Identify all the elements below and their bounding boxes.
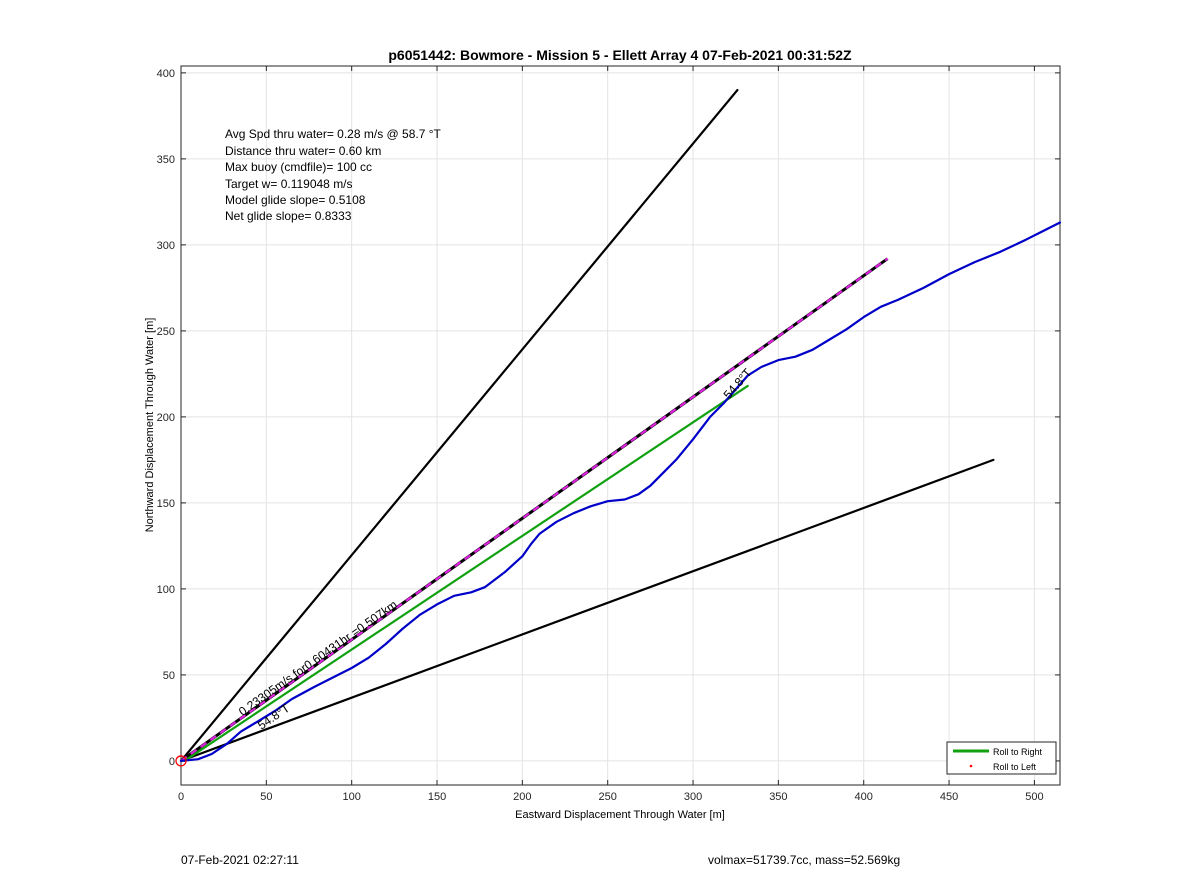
x-tick-label: 350 (769, 791, 787, 803)
annotations: 0.23305m/s for0.60431hr =0.507km54.8°T54… (236, 365, 755, 732)
legend-box (946, 741, 1057, 775)
axis-ticks: 0 50 100 150 200 250 300 350 400 450 500 0 50 100 150 2… (157, 66, 1060, 803)
info-text-block: Avg Spd thru water= 0.28 m/s @ 58.7 °T D… (225, 127, 442, 223)
info-avg-speed: Avg Spd thru water= 0.28 m/s @ 58.7 °T (225, 127, 442, 141)
y-tick-label: 250 (157, 326, 175, 338)
x-tick-label: 500 (1025, 791, 1043, 803)
info-model-glide-slope: Model glide slope= 0.5108 (225, 193, 366, 207)
info-max-buoy: Max buoy (cmdfile)= 100 cc (225, 160, 372, 174)
wedge-left-line (179, 88, 739, 763)
legend: Roll to Right Roll to Left (946, 741, 1057, 775)
x-axis-label: Eastward Displacement Through Water [m] (515, 809, 725, 821)
y-axis-label: Northward Displacement Through Water [m] (144, 318, 156, 533)
info-distance: Distance thru water= 0.60 km (225, 144, 381, 158)
wedge-right-line (179, 458, 995, 763)
current-vector-dash (180, 257, 889, 762)
x-tick-label: 0 (178, 791, 184, 803)
y-tick-label: 350 (157, 154, 175, 166)
x-tick-label: 300 (684, 791, 702, 803)
info-net-glide-slope: Net glide slope= 0.8333 (225, 209, 352, 223)
start-marker (175, 755, 187, 767)
legend-roll-right-label: Roll to Right (993, 747, 1043, 757)
legend-roll-left-swatch (969, 764, 973, 768)
series-layer (175, 88, 1062, 767)
x-tick-label: 400 (855, 791, 873, 803)
track-line (179, 221, 1062, 763)
y-tick-label: 300 (157, 240, 175, 252)
x-tick-label: 100 (342, 791, 360, 803)
legend-roll-left-label: Roll to Left (993, 762, 1037, 772)
plot-area-frame (180, 65, 1061, 786)
y-tick-label: 0 (169, 756, 175, 768)
footer-timestamp: 07-Feb-2021 02:27:11 (181, 853, 299, 867)
x-tick-label: 200 (513, 791, 531, 803)
target-heading-line (183, 384, 749, 763)
y-tick-label: 400 (157, 68, 175, 80)
x-tick-label: 50 (260, 791, 272, 803)
x-tick-label: 250 (599, 791, 617, 803)
y-tick-label: 200 (157, 412, 175, 424)
info-target-w: Target w= 0.119048 m/s (225, 177, 353, 191)
footer-volmax-mass: volmax=51739.7cc, mass=52.569kg (708, 853, 901, 867)
x-tick-label: 150 (428, 791, 446, 803)
annotation-label: 54.8°T (721, 365, 755, 401)
y-tick-label: 50 (163, 670, 175, 682)
chart-title: p6051442: Bowmore - Mission 5 - Ellett A… (388, 47, 852, 63)
x-tick-label: 450 (940, 791, 958, 803)
grid (180, 66, 1060, 785)
y-tick-label: 100 (157, 584, 175, 596)
y-tick-label: 150 (157, 498, 175, 510)
annotation-label: 0.23305m/s for0.60431hr =0.507km (236, 597, 400, 718)
